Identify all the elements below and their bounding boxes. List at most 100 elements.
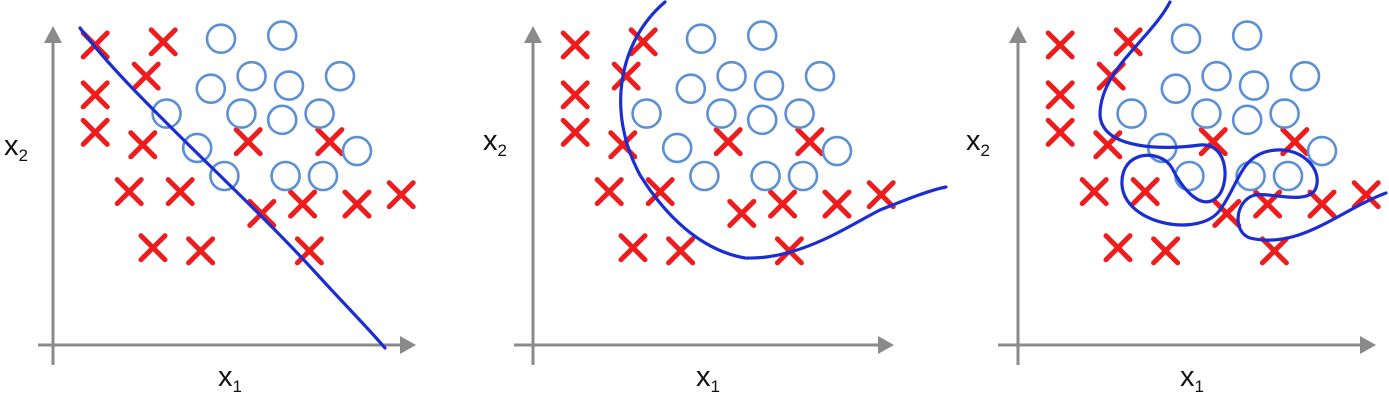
circle-marker xyxy=(1272,160,1304,192)
x-axis-label: x1 xyxy=(1180,361,1204,396)
x-axis-arrowhead xyxy=(878,336,894,354)
cross-marker xyxy=(1351,180,1381,210)
data-points xyxy=(1045,20,1381,266)
cross-marker xyxy=(618,233,648,263)
cross-marker xyxy=(114,177,144,207)
cross-marker xyxy=(138,233,168,263)
circle-marker xyxy=(706,98,737,129)
y-axis-label: x2 xyxy=(4,130,28,165)
cross-marker xyxy=(247,198,277,228)
x-axis-label: x1 xyxy=(696,361,720,396)
circle-marker xyxy=(1116,98,1147,129)
decision-boundary xyxy=(78,26,387,350)
circle-marker xyxy=(1238,70,1270,101)
circle-marker xyxy=(205,23,237,55)
circle-marker xyxy=(1231,20,1263,51)
circle-marker xyxy=(750,160,781,192)
circle-marker xyxy=(689,160,720,192)
circle-marker xyxy=(1160,73,1192,104)
circle-marker xyxy=(273,70,305,101)
cross-marker xyxy=(727,198,757,228)
y-axis-arrowhead xyxy=(524,26,542,43)
cross-marker xyxy=(560,80,590,110)
cross-marker xyxy=(560,30,590,60)
cross-marker xyxy=(1079,177,1109,207)
circle-marker xyxy=(1289,60,1321,92)
circle-marker xyxy=(209,160,240,192)
cross-marker xyxy=(768,189,798,219)
cross-marker xyxy=(1130,177,1160,207)
cross-marker xyxy=(1151,236,1181,266)
circle-marker xyxy=(804,60,836,92)
cross-marker xyxy=(795,127,825,157)
circle-marker xyxy=(1170,23,1202,55)
circle-marker xyxy=(236,60,267,92)
cross-marker xyxy=(713,127,743,157)
cross-marker xyxy=(666,236,696,266)
cross-marker xyxy=(1113,27,1143,57)
cross-marker xyxy=(645,177,675,207)
cross-marker xyxy=(1103,233,1133,263)
cross-marker xyxy=(1307,189,1337,219)
circle-marker xyxy=(324,60,356,92)
cross-marker xyxy=(1259,236,1289,266)
cross-marker xyxy=(628,27,658,57)
cross-marker xyxy=(866,180,896,210)
x-axis-arrowhead xyxy=(1360,336,1376,354)
data-points xyxy=(80,20,416,266)
cross-marker xyxy=(165,177,195,207)
cross-marker xyxy=(386,180,416,210)
cross-marker xyxy=(131,61,161,91)
decision-boundary xyxy=(619,0,948,260)
cross-marker xyxy=(148,27,178,57)
y-axis-arrowhead xyxy=(1009,26,1027,43)
circle-marker xyxy=(1201,60,1232,92)
cross-marker xyxy=(1045,117,1075,147)
circle-marker xyxy=(631,98,662,129)
circle-marker xyxy=(821,135,853,167)
cross-marker xyxy=(315,127,345,157)
circle-marker xyxy=(1191,98,1222,129)
cross-marker xyxy=(822,189,852,219)
panel-linear-boundary: x1 x2 xyxy=(4,20,416,396)
circle-marker xyxy=(266,104,298,136)
cross-marker xyxy=(288,189,318,219)
x-axis-label: x1 xyxy=(218,361,242,396)
circle-marker xyxy=(181,132,213,164)
circle-marker xyxy=(746,20,778,51)
circle-marker xyxy=(1306,135,1338,167)
x-axis-arrowhead xyxy=(400,336,416,354)
cross-marker xyxy=(1198,127,1228,157)
cross-marker xyxy=(1212,198,1242,228)
decision-boundary xyxy=(1098,0,1388,242)
circle-marker xyxy=(304,98,335,129)
cross-marker xyxy=(80,80,110,110)
circle-marker xyxy=(685,23,717,55)
cross-marker xyxy=(128,130,158,160)
y-axis-arrowhead xyxy=(44,26,62,43)
y-axis-label: x2 xyxy=(483,125,507,160)
circle-marker xyxy=(195,73,227,104)
circle-marker xyxy=(746,104,778,136)
circle-marker xyxy=(787,160,819,192)
cross-marker xyxy=(342,189,372,219)
cross-marker xyxy=(560,117,590,147)
cross-marker xyxy=(1045,80,1075,110)
circle-marker xyxy=(1174,160,1205,192)
circle-marker xyxy=(151,98,182,129)
circle-marker xyxy=(1269,98,1300,129)
circle-marker xyxy=(716,60,747,92)
circle-marker xyxy=(675,73,707,104)
circle-marker xyxy=(661,132,693,164)
circle-marker xyxy=(1231,104,1263,136)
panel-quadratic-boundary: x1 x2 xyxy=(483,0,948,396)
cross-marker xyxy=(594,177,624,207)
data-points xyxy=(560,20,896,266)
circle-marker xyxy=(753,70,785,101)
circle-marker xyxy=(307,160,339,192)
circle-marker xyxy=(266,20,298,51)
cross-marker xyxy=(233,127,263,157)
cross-marker xyxy=(80,117,110,147)
circle-marker xyxy=(341,135,373,167)
